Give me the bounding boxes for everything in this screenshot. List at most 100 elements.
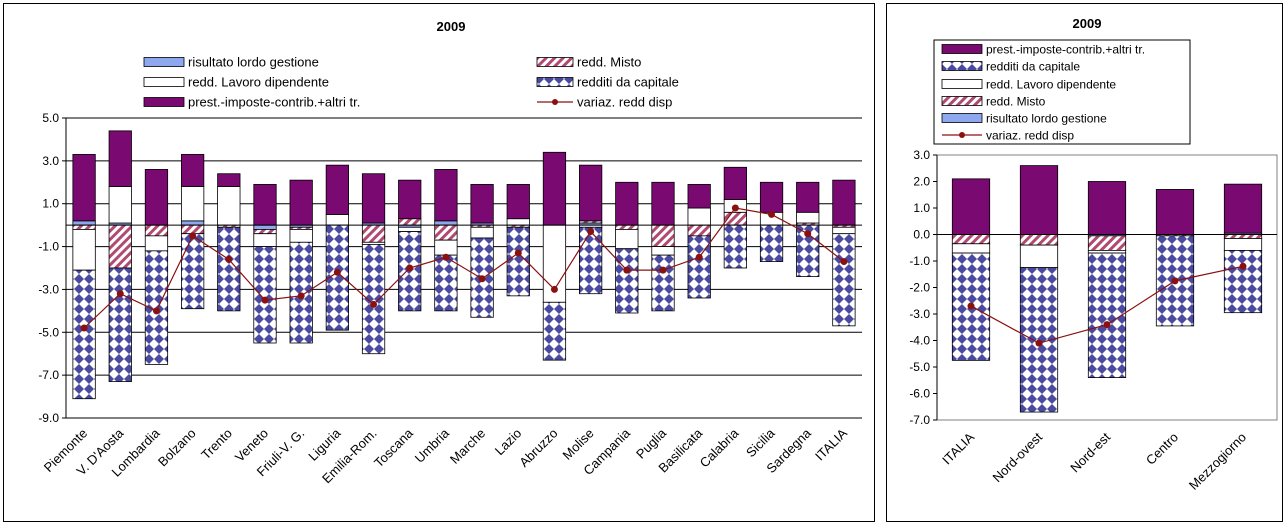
left-bar-redd-lavoro-dipendente — [144, 235, 169, 252]
right-ytick-label: -5.0 — [909, 360, 930, 374]
left-bar-redd-lavoro-dipendente — [470, 226, 494, 239]
left-ytick-label: 1.0 — [42, 197, 59, 211]
right-bar-redd-misto — [1223, 234, 1263, 239]
left-xtick-label: Trento — [198, 426, 235, 463]
left-bar-redditi-da-capitale — [108, 267, 132, 382]
right-legend-label: prest.-imposte-contrib.+altri tr. — [986, 43, 1145, 57]
left-bar-prest-imposte-contrib-altri-tr — [579, 164, 603, 222]
left-bar-redditi-da-capitale — [615, 248, 639, 314]
left-bar-prest-imposte-contrib-altri-tr — [72, 154, 96, 222]
left-line-variaz-redd-disp — [83, 207, 845, 329]
left-bar-redd-lavoro-dipendente — [289, 229, 313, 243]
right-chart-title: 2009 — [1073, 16, 1102, 31]
left-bar-redd-lavoro-dipendente — [398, 226, 422, 232]
left-bar-risultato-lordo-gestione — [181, 220, 205, 226]
right-legend-swatch — [941, 113, 983, 123]
left-bar-redd-lavoro-dipendente — [108, 186, 132, 224]
right-bar-redditi-da-capitale — [1087, 252, 1127, 379]
left-legend-swatch — [536, 57, 574, 67]
left-line-point — [478, 275, 486, 283]
right-bar-redditi-da-capitale — [1223, 249, 1263, 314]
right-ytick-label: -7.0 — [909, 413, 930, 427]
left-line-point — [189, 232, 197, 240]
left-bar-redd-misto — [253, 229, 277, 235]
left-bar-redd-lavoro-dipendente — [253, 233, 277, 247]
left-bar-prest-imposte-contrib-altri-tr — [325, 164, 349, 215]
left-legend-label: redd. Misto — [577, 55, 641, 70]
left-bar-redditi-da-capitale — [723, 224, 747, 269]
left-bar-prest-imposte-contrib-altri-tr — [361, 173, 386, 224]
left-bar-redd-misto — [398, 218, 422, 226]
left-bar-prest-imposte-contrib-altri-tr — [253, 184, 277, 226]
left-bar-prest-imposte-contrib-altri-tr — [723, 166, 747, 200]
left-legend-swatch — [143, 97, 185, 107]
left-line-point — [695, 253, 703, 261]
left-bar-redd-lavoro-dipendente — [325, 214, 349, 226]
right-xtick-label: Nord-est — [1067, 429, 1113, 475]
left-bar-prest-imposte-contrib-altri-tr — [217, 173, 241, 187]
left-xtick-label: Umbria — [412, 425, 453, 466]
right-bar-redd-misto — [1019, 234, 1059, 246]
left-line-point — [659, 266, 667, 274]
left-line-point — [442, 253, 450, 261]
left-line-point — [225, 255, 233, 263]
right-bar-redd-lavoro-dipendente — [1223, 238, 1263, 251]
left-line-point — [550, 285, 558, 293]
left-bar-redd-misto — [434, 224, 458, 241]
right-xtick-label: Centro — [1143, 430, 1181, 468]
left-bar-risultato-lordo-gestione — [72, 220, 96, 226]
left-bar-redd-misto — [361, 224, 386, 243]
right-ytick-label: 2.0 — [913, 175, 930, 189]
left-bar-redd-lavoro-dipendente — [832, 226, 856, 235]
left-bar-redd-lavoro-dipendente — [181, 186, 205, 222]
left-bar-redd-misto — [108, 224, 132, 269]
left-bar-redd-lavoro-dipendente — [615, 229, 639, 250]
left-bar-prest-imposte-contrib-altri-tr — [615, 181, 639, 226]
right-legend-label: redd. Misto — [986, 95, 1046, 109]
right-bar-redd-misto — [1087, 235, 1127, 251]
right-bar-redd-lavoro-dipendente — [951, 243, 991, 254]
left-bar-redd-lavoro-dipendente — [506, 218, 530, 226]
right-legend-swatch — [941, 44, 983, 54]
left-line-point — [514, 249, 522, 257]
left-bar-redd-misto — [615, 224, 639, 230]
right-line-point — [1035, 339, 1043, 347]
left-bar-redd-misto — [144, 224, 169, 237]
left-ytick-label: -3.0 — [38, 282, 59, 296]
left-bar-redditi-da-capitale — [361, 244, 386, 355]
left-bar-prest-imposte-contrib-altri-tr — [506, 184, 530, 220]
left-chart-title: 2009 — [437, 19, 466, 34]
left-bar-redditi-da-capitale — [253, 246, 277, 344]
left-line-point — [80, 324, 88, 332]
right-chart-panel: 2009 3.0 2.0 1.0 0.0 -1.0 -2.0 -3.0 -4.0 -5.0 -6.0… — [886, 3, 1283, 522]
left-line-point — [406, 264, 414, 272]
right-bar-redd-misto — [951, 234, 991, 245]
left-bar-redd-misto — [72, 224, 96, 230]
left-bar-prest-imposte-contrib-altri-tr — [832, 179, 856, 226]
right-legend-swatch — [941, 61, 983, 71]
left-bar-redd-lavoro-dipendente — [796, 211, 820, 224]
right-ytick-label: -1.0 — [909, 254, 930, 268]
right-legend-line-marker — [959, 132, 965, 138]
left-bar-prest-imposte-contrib-altri-tr — [108, 130, 132, 187]
left-line-point — [261, 296, 269, 304]
left-bar-redditi-da-capitale — [181, 233, 205, 310]
right-bar-prest-imposte-contrib-altri-tr — [951, 178, 991, 235]
right-ytick-label: -3.0 — [909, 307, 930, 321]
right-line-point — [1171, 277, 1179, 285]
right-line-point — [1103, 321, 1111, 329]
left-bar-redditi-da-capitale — [542, 301, 567, 361]
right-legend-swatch — [941, 79, 983, 89]
left-line-point — [333, 268, 341, 276]
left-legend-swatch — [143, 77, 185, 87]
left-bar-prest-imposte-contrib-altri-tr — [542, 151, 567, 226]
left-legend-swatch — [536, 77, 574, 87]
right-xtick-label: ITALIA — [939, 429, 977, 467]
left-legend-line-marker — [552, 99, 558, 105]
left-xtick-label: ITALIA — [812, 425, 850, 463]
left-ytick-label: -9.0 — [38, 411, 59, 425]
left-bar-redditi-da-capitale — [759, 224, 784, 262]
left-bar-prest-imposte-contrib-altri-tr — [289, 179, 313, 226]
right-legend-box — [933, 39, 1191, 145]
left-bar-prest-imposte-contrib-altri-tr — [144, 169, 169, 226]
